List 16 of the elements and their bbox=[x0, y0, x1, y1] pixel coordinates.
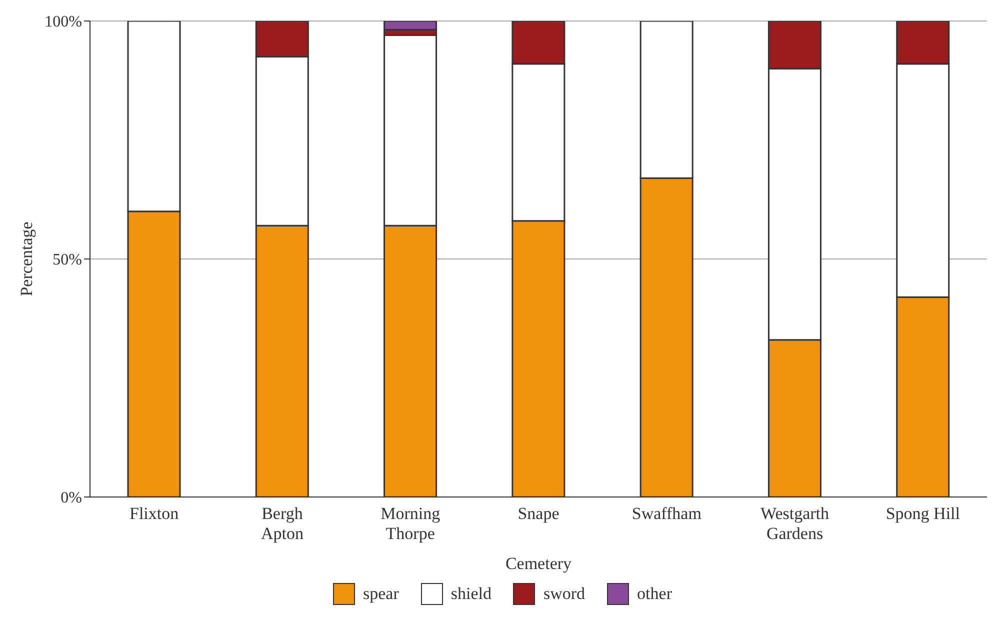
y-tick-label: 0% bbox=[60, 490, 82, 507]
legend-label: sword bbox=[542, 583, 586, 605]
legend-label: spear bbox=[362, 583, 399, 605]
y-axis-title: Percentage bbox=[17, 222, 36, 296]
y-tick-label: 50% bbox=[52, 252, 82, 269]
y-tick-label: 100% bbox=[44, 14, 82, 31]
x-tick-label: Spong Hill bbox=[886, 504, 960, 523]
x-tick-label: Bergh Apton bbox=[260, 504, 304, 543]
x-tick-label: Flixton bbox=[130, 504, 180, 523]
x-tick-label: Swaffham bbox=[632, 504, 702, 523]
x-tick-label: Morning Thorpe bbox=[380, 504, 441, 543]
x-axis-title: Cemetery bbox=[505, 554, 572, 573]
x-tick-label: Snape bbox=[518, 504, 560, 523]
legend-label: shield bbox=[450, 583, 492, 605]
x-tick-label: Westgarth Gardens bbox=[760, 504, 830, 543]
legend-label: other bbox=[636, 583, 672, 605]
